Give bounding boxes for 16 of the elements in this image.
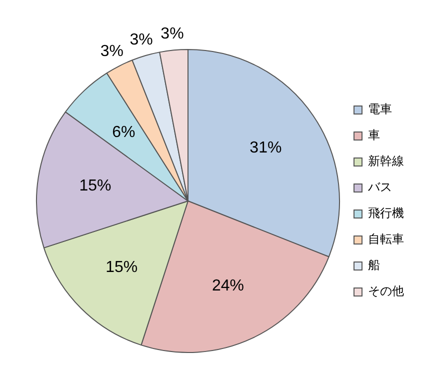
data-label: 15%	[106, 258, 138, 276]
legend-label: 自転車	[368, 232, 404, 246]
legend-label: 新幹線	[368, 154, 404, 168]
legend-label: 船	[368, 258, 380, 272]
legend-label: 車	[368, 128, 380, 142]
legend-label: 電車	[368, 102, 392, 116]
data-label: 3%	[100, 43, 124, 60]
legend-label: 飛行機	[368, 206, 404, 220]
legend-label: バス	[367, 180, 392, 194]
data-label: 15%	[79, 178, 112, 195]
legend-label: その他	[368, 284, 404, 298]
data-label: 31%	[250, 140, 282, 157]
data-label: 3%	[130, 32, 153, 49]
data-label: 24%	[212, 277, 244, 294]
data-label: 3%	[160, 26, 184, 43]
data-label: 6%	[112, 124, 136, 141]
